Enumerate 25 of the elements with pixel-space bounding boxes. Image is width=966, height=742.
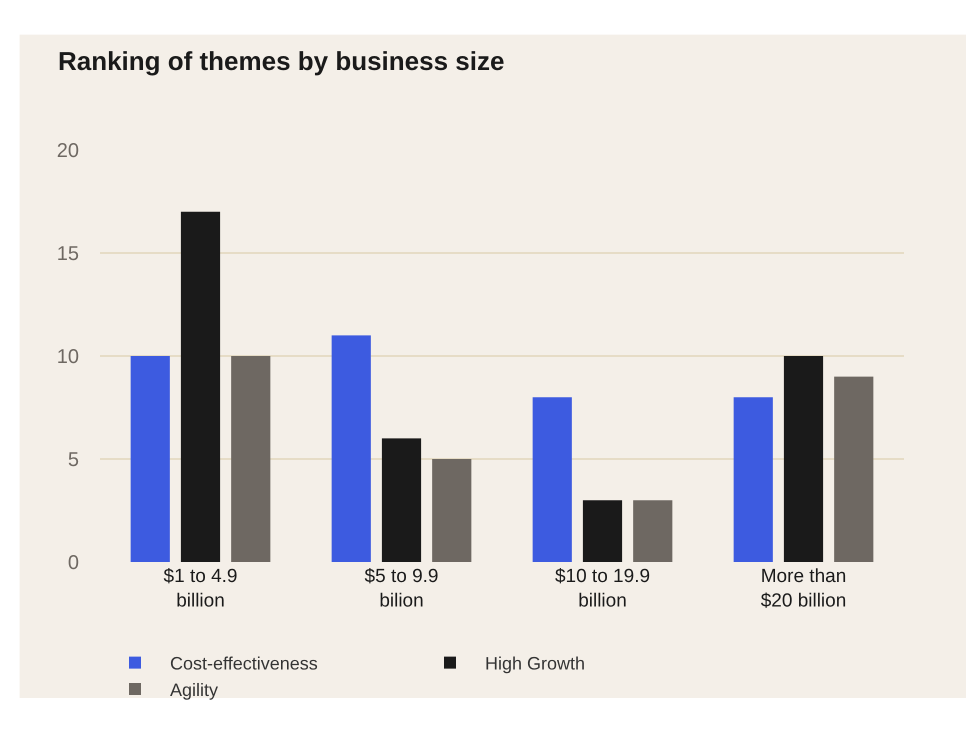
bar <box>633 500 672 562</box>
x-tick-label: More than $20 billion <box>760 566 846 612</box>
bar <box>532 397 572 562</box>
bar <box>180 212 220 562</box>
bar <box>231 356 270 562</box>
bar <box>834 376 874 562</box>
bar <box>582 500 622 562</box>
bar <box>784 356 824 562</box>
x-tick-label: $1 to 4.9 billion <box>164 566 238 612</box>
bar <box>130 356 170 562</box>
legend-label: Cost-effectiveness <box>170 654 318 674</box>
y-tick-label: 0 <box>68 552 79 574</box>
bar <box>332 335 371 562</box>
chart-title: Ranking of themes by business size <box>58 46 504 76</box>
y-tick-label: 5 <box>68 449 79 471</box>
y-tick-label: 20 <box>56 140 79 162</box>
bar <box>382 438 422 562</box>
x-tick-label: $10 to 19.9 billion <box>554 566 650 612</box>
legend-label: High Growth <box>485 654 586 674</box>
legend-label: Agility <box>170 680 218 700</box>
y-tick-label: 10 <box>56 346 79 368</box>
y-tick-label: 15 <box>56 243 79 265</box>
bar <box>734 397 773 562</box>
bar <box>432 459 472 562</box>
x-tick-label: $5 to 9.9 bilion <box>364 566 438 612</box>
